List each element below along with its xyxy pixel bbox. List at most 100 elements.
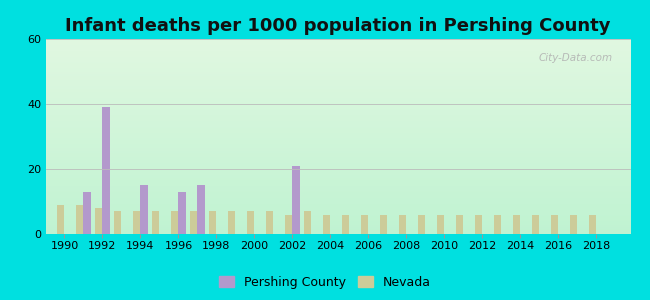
Bar [46,191,630,192]
Bar [46,73,630,74]
Bar [96,208,103,234]
Bar [475,214,482,234]
Bar [46,95,630,97]
Bar [46,217,630,218]
Bar [46,182,630,183]
Bar [46,39,630,40]
Bar [46,156,630,157]
Bar [46,185,630,186]
Bar [46,77,630,78]
Bar [46,136,630,137]
Bar [46,83,630,84]
Bar [46,202,630,203]
Bar [46,206,630,207]
Bar [46,190,630,191]
Bar [46,70,630,71]
Bar [46,88,630,89]
Bar [46,124,630,125]
Bar [46,149,630,150]
Bar [46,227,630,228]
Bar [46,118,630,119]
Bar [247,211,254,234]
Bar [46,173,630,175]
Bar [46,87,630,88]
Bar [46,230,630,231]
Text: City-Data.com: City-Data.com [539,52,613,63]
Bar [46,67,630,68]
Bar [46,153,630,154]
Bar [437,214,445,234]
Bar [380,214,387,234]
Bar [46,157,630,158]
Bar [46,71,630,72]
Bar [46,80,630,81]
Bar [46,204,630,205]
Bar [46,154,630,155]
Bar [46,188,630,189]
Bar [46,209,630,210]
Bar [46,170,630,171]
Bar [46,40,630,41]
Bar [46,189,630,190]
Bar [190,211,198,234]
Bar [46,117,630,118]
Bar [46,145,630,146]
Bar [46,130,630,131]
Bar [570,214,577,234]
Bar [46,102,630,103]
Bar [46,146,630,147]
Bar [46,208,630,209]
Bar [46,161,630,162]
Bar [46,54,630,55]
Bar [46,125,630,126]
Bar [46,150,630,151]
Bar [46,107,630,108]
Bar [46,198,630,199]
Bar [46,93,630,94]
Bar [46,42,630,43]
Bar [292,166,300,234]
Bar [46,180,630,181]
Bar [46,140,630,141]
Bar [513,214,521,234]
Bar [46,219,630,220]
Bar [46,186,630,187]
Bar [46,132,630,133]
Bar [46,152,630,153]
Bar [46,203,630,204]
Bar [46,123,630,124]
Bar [46,97,630,98]
Bar [46,193,630,194]
Bar [399,214,406,234]
Bar [46,121,630,122]
Bar [46,59,630,60]
Bar [46,226,630,227]
Bar [46,199,630,200]
Bar [46,195,630,196]
Bar [46,79,630,80]
Bar [46,164,630,165]
Bar [46,141,630,142]
Bar [46,41,630,42]
Bar [494,214,501,234]
Bar [46,229,630,230]
Bar [46,63,630,64]
Bar [46,223,630,224]
Bar [46,200,630,201]
Bar [46,103,630,104]
Bar [551,214,558,234]
Bar [46,135,630,136]
Bar [46,178,630,179]
Bar [46,187,630,188]
Bar [46,165,630,166]
Bar [46,205,630,206]
Bar [46,137,630,139]
Bar [46,47,630,48]
Bar [46,85,630,86]
Legend: Pershing County, Nevada: Pershing County, Nevada [214,271,436,294]
Bar [46,53,630,54]
Bar [76,205,83,234]
Bar [46,218,630,219]
Bar [46,214,630,215]
Bar [589,214,596,234]
